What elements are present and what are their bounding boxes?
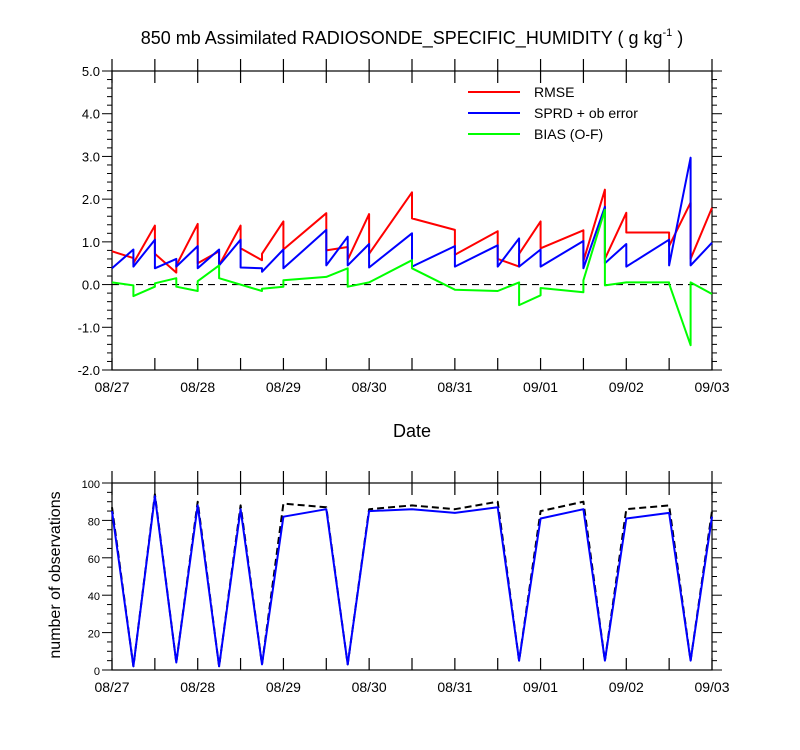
x-tick-label: 09/03 bbox=[694, 379, 729, 395]
top-chart: 08/27 08/28 08/29 08/30 08/31 09/01 09/02 09/03… bbox=[78, 59, 730, 395]
x-tick-label: 08/31 bbox=[437, 379, 472, 395]
x-tick-label: 08/27 bbox=[94, 679, 129, 695]
x-tick-label: 09/02 bbox=[609, 679, 644, 695]
y-tick-label: 3.0 bbox=[82, 149, 100, 164]
series-line-bias-o-f bbox=[111, 208, 713, 347]
x-tick-label: 08/27 bbox=[94, 379, 129, 395]
x-tick-label: 08/29 bbox=[266, 379, 301, 395]
bottom-chart: 08/27 08/28 08/29 08/30 08/31 09/01 09/02 09/03… bbox=[82, 471, 730, 695]
y-tick-label: 60 bbox=[88, 554, 100, 566]
chart-title-suffix: ) bbox=[672, 28, 683, 48]
x-tick-label: 08/31 bbox=[437, 679, 472, 695]
chart-title-main: 850 mb Assimilated RADIOSONDE_SPECIFIC_H… bbox=[141, 28, 663, 49]
x-tick-label: 09/02 bbox=[609, 379, 644, 395]
plot-frame bbox=[111, 482, 713, 671]
chart-title: 850 mb Assimilated RADIOSONDE_SPECIFIC_H… bbox=[141, 27, 684, 49]
top-x-axis-label: Date bbox=[393, 421, 431, 441]
y-tick-label: 1.0 bbox=[82, 235, 100, 250]
legend-label: RMSE bbox=[534, 84, 574, 100]
y-tick-label: 0 bbox=[94, 666, 100, 678]
chart-title-superscript: -1 bbox=[663, 27, 673, 39]
x-tick-label: 08/30 bbox=[352, 679, 387, 695]
y-tick-label: -1.0 bbox=[78, 320, 100, 335]
x-tick-label: 08/28 bbox=[180, 679, 215, 695]
y-tick-label: 20 bbox=[88, 629, 100, 641]
y-tick-label: 5.0 bbox=[82, 64, 100, 79]
series-line-assimilated bbox=[111, 495, 713, 668]
y-tick-label: -2.0 bbox=[78, 363, 100, 378]
x-tick-label: 09/03 bbox=[694, 679, 729, 695]
x-tick-label: 08/29 bbox=[266, 679, 301, 695]
legend-label: SPRD + ob error bbox=[534, 105, 638, 121]
y-tick-label: 40 bbox=[88, 591, 100, 603]
x-tick-label: 08/30 bbox=[352, 379, 387, 395]
series-line-possible bbox=[111, 493, 713, 668]
legend-label: BIAS (O-F) bbox=[534, 126, 603, 142]
x-tick-label: 08/28 bbox=[180, 379, 215, 395]
y-tick-label: 0.0 bbox=[82, 278, 100, 293]
y-tick-label: 4.0 bbox=[82, 107, 100, 122]
bottom-y-axis-label: number of observations bbox=[47, 491, 64, 658]
y-tick-label: 2.0 bbox=[82, 192, 100, 207]
y-tick-label: 80 bbox=[88, 516, 100, 528]
y-tick-label: 100 bbox=[82, 479, 100, 491]
x-tick-label: 09/01 bbox=[523, 379, 558, 395]
x-tick-label: 09/01 bbox=[523, 679, 558, 695]
